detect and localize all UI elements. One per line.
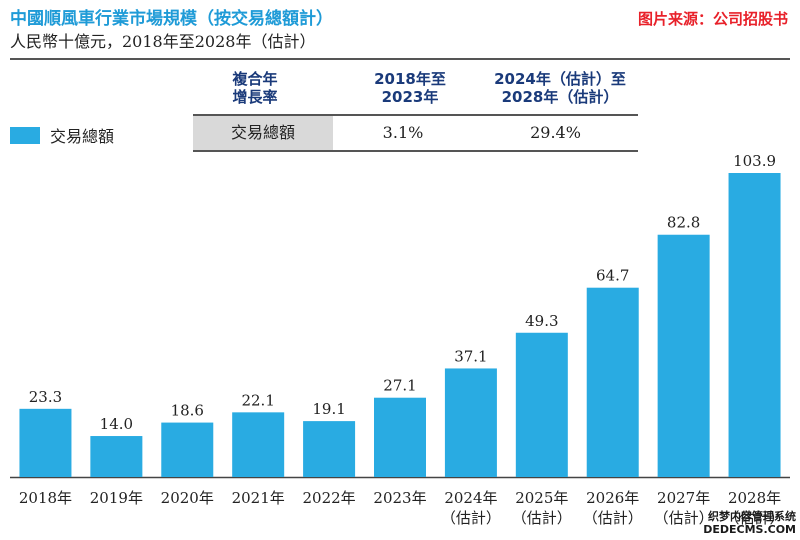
- cagr-header-period-2-text: 2024年（估計）至 2028年（估計）: [494, 70, 626, 106]
- x-tick-label: 2023年: [373, 489, 426, 507]
- source-label: 图片来源：公司招股书: [637, 10, 788, 28]
- bar: [303, 421, 356, 477]
- bar: [374, 397, 426, 477]
- x-tick-sublabel: （估計）: [441, 509, 501, 527]
- cagr-header-period-2: 2024年（估計）至 2028年（估計）: [480, 70, 640, 106]
- chart-subtitle: 人民幣十億元，2018年至2028年（估計）: [10, 32, 316, 51]
- cagr-header-period-1: 2018年至 2023年: [350, 70, 470, 106]
- bar: [161, 422, 214, 477]
- cagr-value-2018-2023: 3.1%: [382, 123, 424, 142]
- x-tick-label: 2024年: [444, 489, 497, 507]
- x-tick-label: 2020年: [161, 489, 214, 507]
- header-divider: [10, 58, 790, 60]
- bar-value-label: 64.7: [596, 267, 629, 285]
- chart-title: 中國順風車行業市場規模（按交易總額計）: [10, 9, 333, 29]
- x-tick-label: 2028年: [728, 489, 781, 507]
- x-tick-sublabel: （估計）: [583, 509, 643, 527]
- bar-value-label: 27.1: [383, 377, 416, 395]
- x-tick-sublabel: （估計）: [512, 509, 572, 527]
- x-tick-label: 2018年: [19, 489, 72, 507]
- bar: [232, 412, 285, 477]
- x-tick-label: 2027年: [657, 489, 710, 507]
- legend: 交易總額: [10, 123, 114, 147]
- x-tick-sublabel: （估計）: [654, 509, 714, 527]
- cagr-table-top-rule: [193, 114, 638, 116]
- bar-value-label: 49.3: [525, 312, 558, 330]
- legend-swatch: [10, 126, 40, 144]
- x-tick-label: 2025年: [515, 489, 568, 507]
- bar-value-label: 23.3: [29, 388, 62, 406]
- cagr-header-label: 複合年 增長率: [215, 70, 295, 106]
- watermark: 织梦内容管理系统 DEDECMS.COM: [703, 510, 796, 536]
- bar-value-label: 82.8: [667, 214, 700, 232]
- bar-value-label: 103.9: [733, 152, 776, 170]
- x-tick-sublabel: （估計）: [725, 509, 785, 527]
- bar: [586, 287, 639, 477]
- cagr-table-bottom-rule: [193, 150, 638, 152]
- bar: [444, 368, 497, 477]
- bar-value-label: 18.6: [171, 402, 204, 420]
- bar-value-label: 14.0: [100, 415, 133, 433]
- bar-value-label: 37.1: [454, 347, 487, 365]
- bar: [728, 173, 781, 477]
- watermark-line-2: DEDECMS.COM: [703, 523, 796, 536]
- bar: [90, 436, 143, 477]
- cagr-row-label: 交易總額: [193, 116, 333, 150]
- bar: [19, 408, 72, 477]
- x-tick-label: 2026年: [586, 489, 639, 507]
- cagr-header-label-text: 複合年 增長率: [232, 70, 278, 106]
- bar: [515, 332, 568, 477]
- x-tick-label: 2019年: [90, 489, 143, 507]
- x-tick-label: 2022年: [302, 489, 355, 507]
- legend-label: 交易總額: [50, 127, 115, 146]
- bar-value-label: 19.1: [312, 400, 345, 418]
- cagr-value-2024-2028: 29.4%: [530, 123, 581, 142]
- x-tick-label: 2021年: [232, 489, 285, 507]
- bar-value-label: 22.1: [241, 391, 274, 409]
- watermark-line-1: 织梦内容管理系统: [708, 510, 796, 523]
- cagr-header-period-1-text: 2018年至 2023年: [374, 70, 446, 106]
- cagr-table-row: 交易總額 3.1% 29.4%: [193, 116, 638, 150]
- bar: [657, 234, 710, 477]
